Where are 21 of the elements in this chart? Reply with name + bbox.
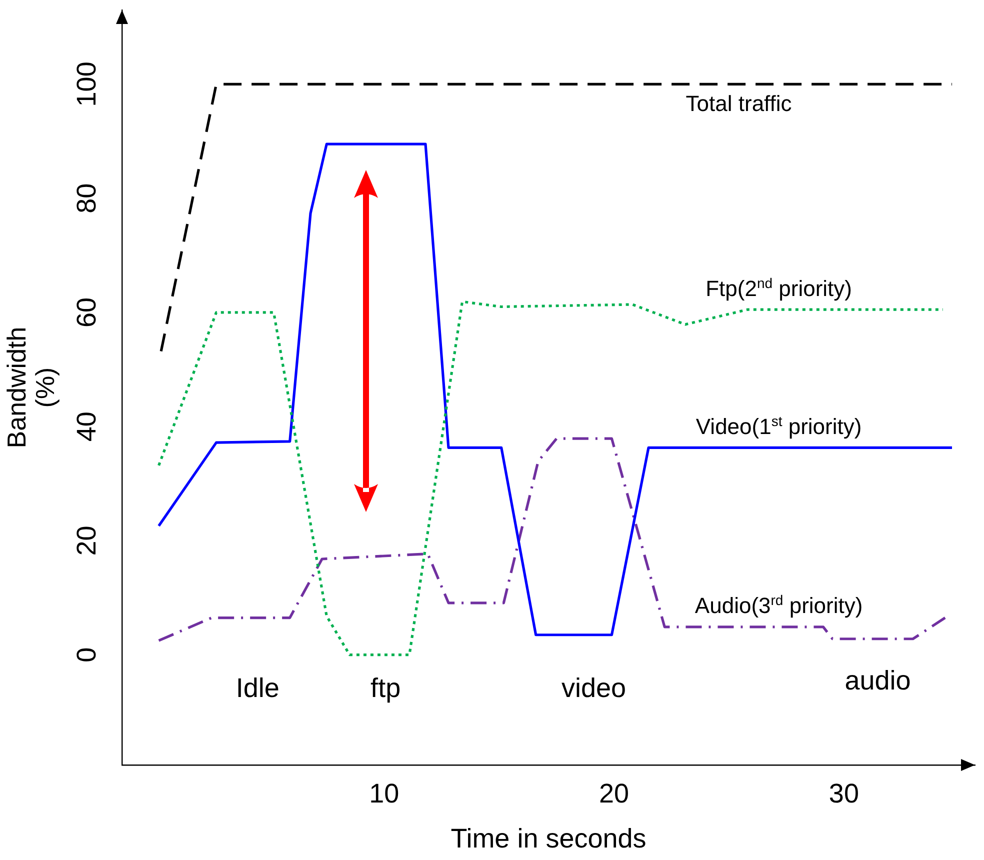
line-series — [157, 437, 946, 642]
series-label: Video(1$^{st}$ priority) — [696, 412, 862, 439]
series-label: Audio(3$^{rd}$ priority) — [694, 592, 863, 618]
annotation: Idle — [236, 672, 280, 703]
x-tick-label: 10 — [369, 778, 400, 809]
y-tick-label: 60 — [71, 297, 102, 328]
y-tick-label: 80 — [71, 183, 102, 214]
line-series — [157, 300, 944, 656]
series-label: Ftp(2$^{nd}$ priority) — [706, 274, 852, 301]
series-label: Total traffic — [686, 91, 792, 116]
y-tick-label: 0 — [71, 647, 102, 662]
annotation: ftp — [370, 672, 401, 703]
y-tick-label: 40 — [71, 412, 102, 442]
y-tick-label: 20 — [71, 526, 102, 556]
x-axis-title: Time in seconds — [450, 823, 646, 854]
x-tick-label: 20 — [599, 778, 630, 809]
y-tick-label: 100 — [71, 62, 102, 107]
annotation: video — [561, 672, 626, 703]
x-tick-label: 30 — [828, 778, 859, 809]
annotation: audio — [844, 665, 911, 696]
y-axis-title: Bandwidth (%) — [1, 326, 60, 448]
